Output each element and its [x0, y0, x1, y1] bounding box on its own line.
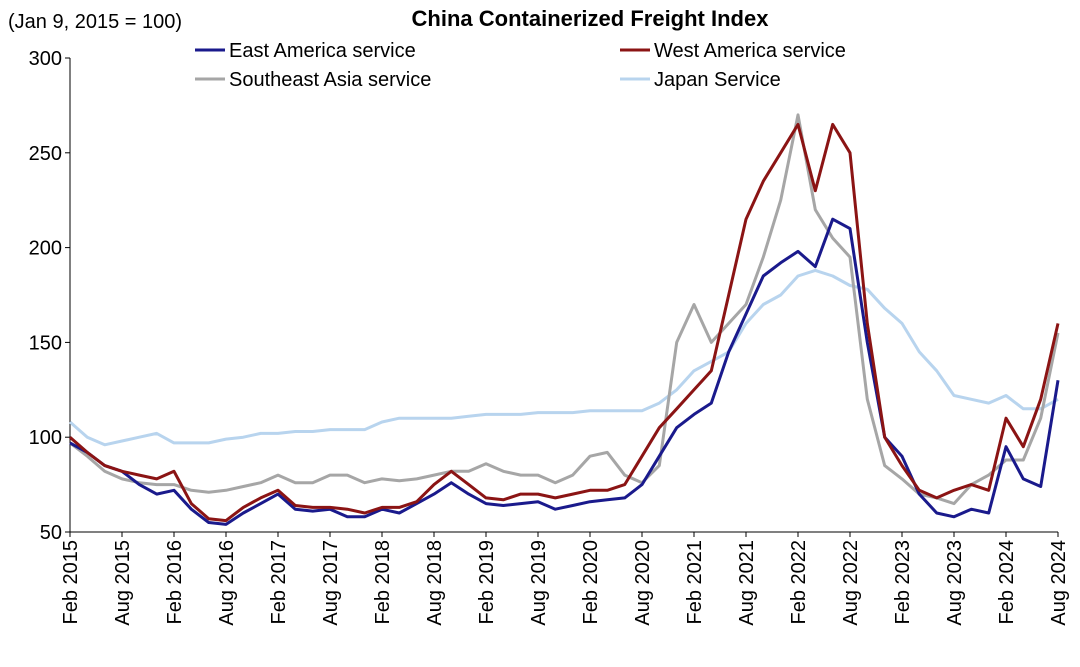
y-tick-label: 300: [29, 48, 62, 70]
x-tick-label: Aug 2020: [632, 540, 654, 626]
legend-label: East America service: [229, 40, 416, 62]
x-tick-label: Aug 2022: [840, 540, 862, 626]
x-tick-label: Feb 2024: [996, 540, 1018, 625]
chart-title: China Containerized Freight Index: [412, 6, 770, 31]
legend-label: Japan Service: [654, 69, 781, 91]
line-series: [69, 217, 1060, 526]
x-tick-label: Feb 2016: [164, 540, 186, 625]
x-tick-label: Feb 2015: [60, 540, 82, 625]
x-tick-label: Aug 2017: [320, 540, 342, 626]
x-tick-label: Feb 2021: [684, 540, 706, 625]
chart-subtitle: (Jan 9, 2015 = 100): [8, 11, 182, 33]
x-tick-label: Feb 2017: [268, 540, 290, 625]
x-tick-label: Feb 2022: [788, 540, 810, 625]
x-tick-label: Aug 2023: [944, 540, 966, 626]
y-tick-label: 100: [29, 427, 62, 449]
y-tick-label: 250: [29, 143, 62, 165]
y-tick-label: 150: [29, 332, 62, 354]
x-tick-label: Aug 2016: [216, 540, 238, 626]
y-tick-label: 50: [40, 522, 62, 544]
x-tick-label: Aug 2024: [1048, 540, 1070, 626]
x-tick-label: Aug 2021: [736, 540, 758, 626]
line-series: [69, 113, 1060, 506]
x-tick-label: Aug 2018: [424, 540, 446, 626]
legend-label: Southeast Asia service: [229, 69, 431, 91]
y-tick-label: 200: [29, 238, 62, 260]
x-tick-label: Aug 2015: [112, 540, 134, 626]
legend-label: West America service: [654, 40, 846, 62]
x-tick-label: Feb 2019: [476, 540, 498, 625]
x-tick-label: Feb 2018: [372, 540, 394, 625]
line-series: [69, 122, 1060, 523]
x-tick-label: Feb 2023: [892, 540, 914, 625]
x-tick-label: Aug 2019: [528, 540, 550, 626]
x-tick-label: Feb 2020: [580, 540, 602, 625]
line-series: [69, 268, 1059, 447]
